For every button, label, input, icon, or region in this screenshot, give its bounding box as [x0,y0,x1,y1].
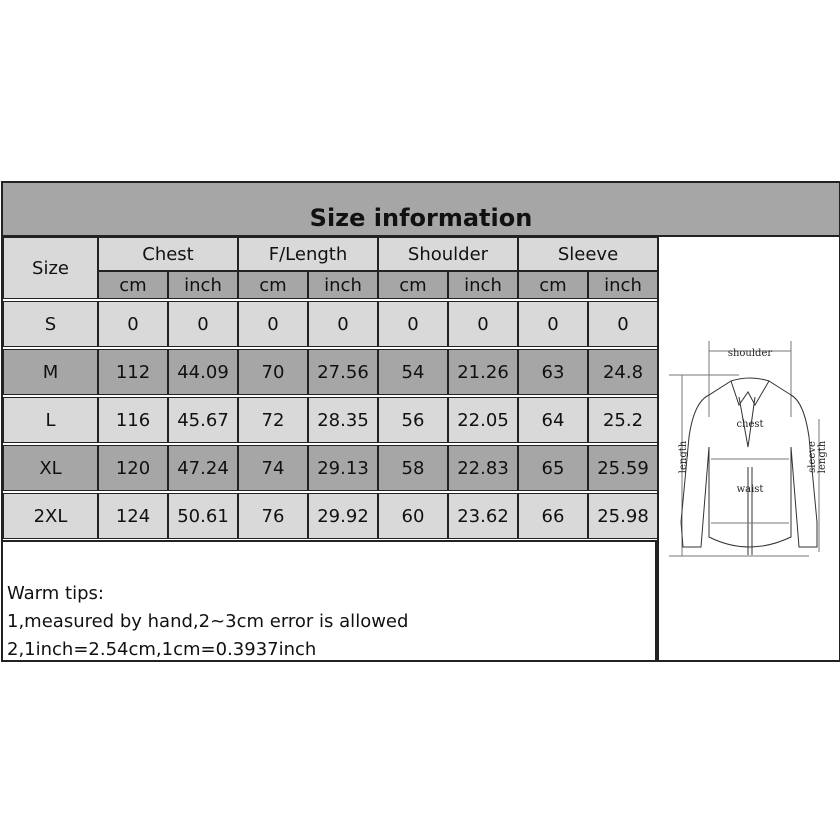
tip-line: 1,measured by hand,2~3cm error is allowe… [7,611,409,632]
value-cell: 63 [518,349,588,395]
value-cell: 23.62 [448,493,518,539]
value-cell: 27.56 [308,349,378,395]
value-cell: 29.92 [308,493,378,539]
value-cell: 58 [378,445,448,491]
value-cell: 0 [448,301,518,347]
header-unit: cm [378,271,448,299]
value-cell: 70 [238,349,308,395]
tips-heading: Warm tips: [7,583,104,604]
value-cell: 124 [98,493,168,539]
label-sleeve: sleeve [807,441,818,473]
value-cell: 28.35 [308,397,378,443]
value-cell: 0 [378,301,448,347]
label-shoulder: shoulder [728,348,773,359]
size-chart: Size information Size Chest F/Length Should… [1,181,840,662]
value-cell: 0 [518,301,588,347]
value-cell: 120 [98,445,168,491]
shirt-illustration [669,341,820,557]
header-unit: inch [308,271,378,299]
label-sleeve-length: length [817,440,828,473]
value-cell: 72 [238,397,308,443]
value-cell: 76 [238,493,308,539]
value-cell: 112 [98,349,168,395]
size-cell: L [3,397,98,443]
value-cell: 50.61 [168,493,238,539]
value-cell: 29.13 [308,445,378,491]
label-length: length [678,440,689,473]
value-cell: 74 [238,445,308,491]
header-group: Sleeve [518,237,658,271]
header-unit: cm [98,271,168,299]
header-unit: inch [168,271,238,299]
value-cell: 54 [378,349,448,395]
header-unit: cm [518,271,588,299]
size-cell: 2XL [3,493,98,539]
value-cell: 56 [378,397,448,443]
tip-line: 2,1inch=2.54cm,1cm=0.3937inch [7,639,317,660]
value-cell: 0 [98,301,168,347]
value-cell: 60 [378,493,448,539]
header-unit: cm [238,271,308,299]
value-cell: 0 [238,301,308,347]
size-cell: M [3,349,98,395]
size-cell: S [3,301,98,347]
label-chest: chest [736,419,763,430]
value-cell: 22.05 [448,397,518,443]
value-cell: 22.83 [448,445,518,491]
value-cell: 25.2 [588,397,658,443]
header-size: Size [3,237,98,299]
value-cell: 0 [308,301,378,347]
value-cell: 0 [588,301,658,347]
value-cell: 64 [518,397,588,443]
chart-title: Size information [3,183,839,237]
header-group: Chest [98,237,238,271]
value-cell: 25.59 [588,445,658,491]
value-cell: 44.09 [168,349,238,395]
header-unit: inch [448,271,518,299]
value-cell: 21.26 [448,349,518,395]
value-cell: 25.98 [588,493,658,539]
value-cell: 24.8 [588,349,658,395]
value-cell: 45.67 [168,397,238,443]
value-cell: 66 [518,493,588,539]
header-group: F/Length [238,237,378,271]
header-unit: inch [588,271,658,299]
value-cell: 116 [98,397,168,443]
shirt-diagram: shoulder chest waist length sleeve lengt… [657,237,839,660]
value-cell: 0 [168,301,238,347]
value-cell: 65 [518,445,588,491]
size-cell: XL [3,445,98,491]
warm-tips: Warm tips: 1,measured by hand,2~3cm erro… [3,540,657,660]
label-waist: waist [737,484,764,495]
value-cell: 47.24 [168,445,238,491]
header-group: Shoulder [378,237,518,271]
